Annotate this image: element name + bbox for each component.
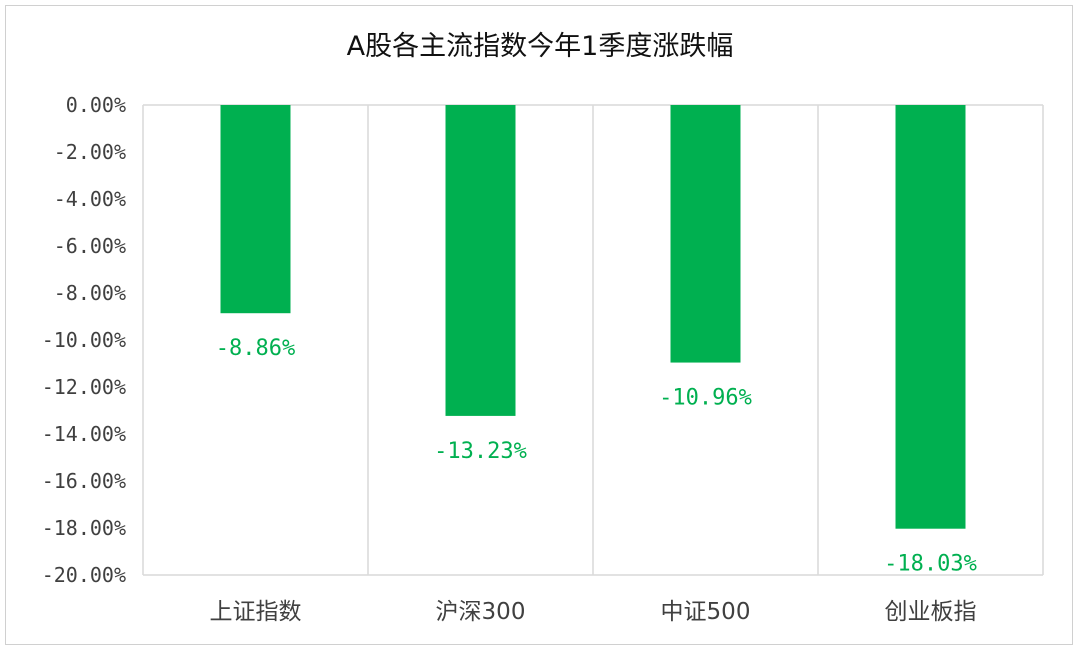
data-labels: -8.86% -13.23% -10.96% -18.03% bbox=[216, 336, 977, 576]
bar bbox=[445, 105, 516, 416]
y-tick-label: -6.00% bbox=[54, 234, 126, 258]
y-tick-label: -18.00% bbox=[42, 516, 126, 540]
category-labels: 上证指数 沪深300 中证500 创业板指 bbox=[210, 599, 977, 625]
data-label: -8.86% bbox=[216, 336, 295, 361]
y-tick-label: -2.00% bbox=[54, 140, 126, 164]
grid-lines bbox=[142, 104, 1044, 576]
bar bbox=[670, 105, 741, 363]
data-label: -18.03% bbox=[884, 552, 977, 577]
chart-frame bbox=[5, 5, 1073, 645]
bar bbox=[220, 105, 291, 314]
data-label: -10.96% bbox=[659, 386, 752, 411]
y-tick-label: 0.00% bbox=[66, 93, 126, 117]
y-tick-label: -20.00% bbox=[42, 563, 126, 587]
category-label: 沪深300 bbox=[436, 599, 526, 625]
y-tick-label: -8.00% bbox=[54, 281, 126, 305]
y-tick-label: -14.00% bbox=[42, 422, 126, 446]
y-tick-label: -10.00% bbox=[42, 328, 126, 352]
y-axis-ticks: 0.00% -2.00% -4.00% -6.00% -8.00% -10.00% -12.… bbox=[42, 93, 126, 587]
y-tick-label: -12.00% bbox=[42, 375, 126, 399]
category-label: 上证指数 bbox=[210, 599, 302, 625]
y-tick-label: -16.00% bbox=[42, 469, 126, 493]
bar bbox=[895, 105, 966, 529]
bars bbox=[220, 105, 966, 529]
data-label: -13.23% bbox=[434, 439, 527, 464]
y-tick-label: -4.00% bbox=[54, 187, 126, 211]
category-label: 中证500 bbox=[661, 599, 751, 625]
chart-title: A股各主流指数今年1季度涨跌幅 bbox=[346, 31, 734, 62]
category-label: 创业板指 bbox=[885, 599, 977, 625]
